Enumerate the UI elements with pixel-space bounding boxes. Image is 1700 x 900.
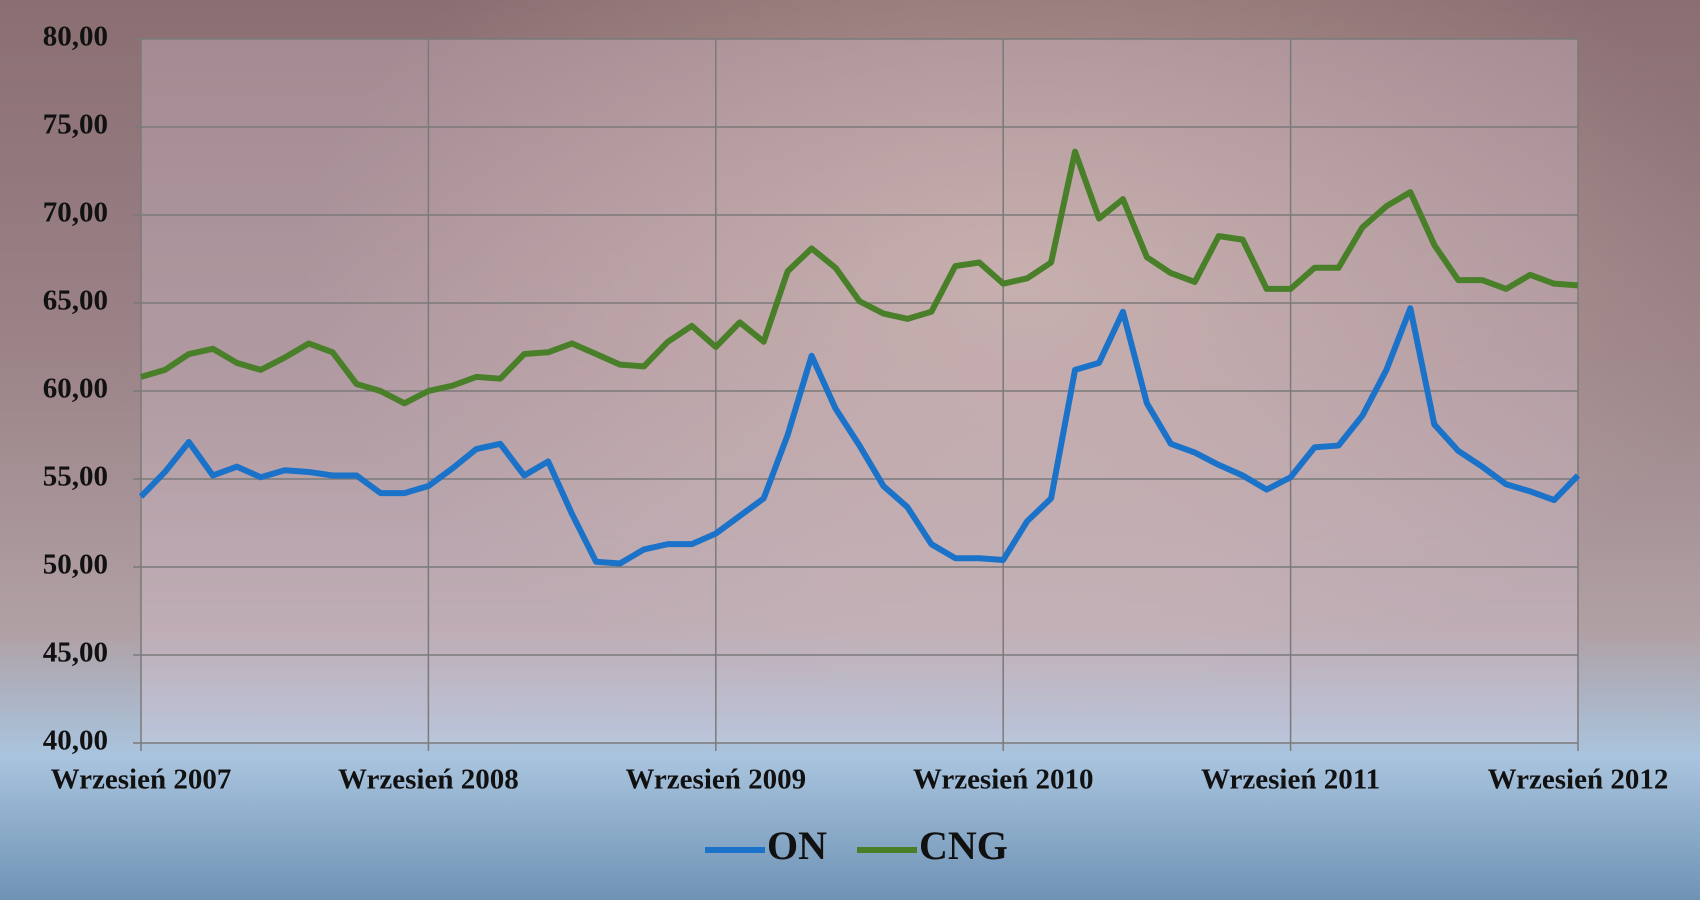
line-series (138, 305, 1581, 567)
y-tick-label: 40,00 (43, 725, 108, 757)
x-tick-label: Wrzesień 2010 (913, 764, 1094, 796)
y-tick-label: 70,00 (43, 197, 108, 229)
y-tick-label: 75,00 (43, 109, 108, 141)
y-tick-label: 80,00 (43, 21, 108, 53)
x-tick-label: Wrzesień 2009 (625, 764, 806, 796)
legend-label: CNG (919, 823, 1008, 868)
line-series (140, 148, 1579, 407)
y-tick-label: 50,00 (43, 549, 108, 581)
y-tick-label: 55,00 (43, 461, 108, 493)
x-tick-label: Wrzesień 2008 (338, 764, 519, 796)
y-tick-label: 60,00 (43, 373, 108, 405)
x-tick-label: Wrzesień 2011 (1201, 764, 1380, 796)
legend-label: ON (767, 823, 827, 868)
y-tick-label: 65,00 (43, 285, 108, 317)
y-tick-label: 45,00 (43, 637, 108, 669)
x-tick-label: Wrzesień 2012 (1488, 764, 1669, 796)
x-tick-label: Wrzesień 2007 (51, 764, 232, 796)
